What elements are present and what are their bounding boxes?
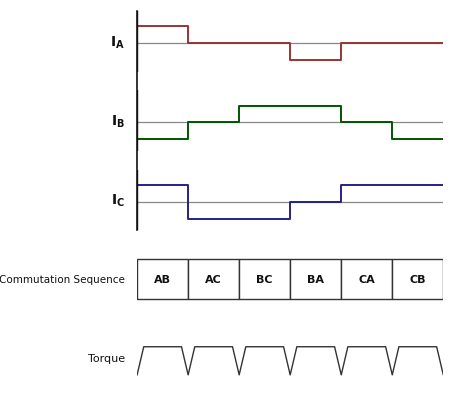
Text: $\mathbf{I_A}$: $\mathbf{I_A}$ (110, 34, 125, 51)
Text: BC: BC (256, 274, 273, 284)
Bar (341, 259, 392, 299)
Bar (188, 259, 239, 299)
Bar (137, 259, 188, 299)
Bar (392, 259, 443, 299)
Text: AB: AB (154, 274, 171, 284)
Text: $\mathbf{I_B}$: $\mathbf{I_B}$ (111, 113, 125, 130)
Text: CB: CB (409, 274, 426, 284)
Text: Torque: Torque (88, 354, 125, 364)
Bar (239, 259, 290, 299)
Text: AC: AC (205, 274, 222, 284)
Text: BA: BA (307, 274, 324, 284)
Text: $\mathbf{I_C}$: $\mathbf{I_C}$ (111, 192, 125, 209)
Bar (290, 259, 341, 299)
Text: CA: CA (358, 274, 375, 284)
Text: Commutation Sequence: Commutation Sequence (0, 275, 125, 285)
